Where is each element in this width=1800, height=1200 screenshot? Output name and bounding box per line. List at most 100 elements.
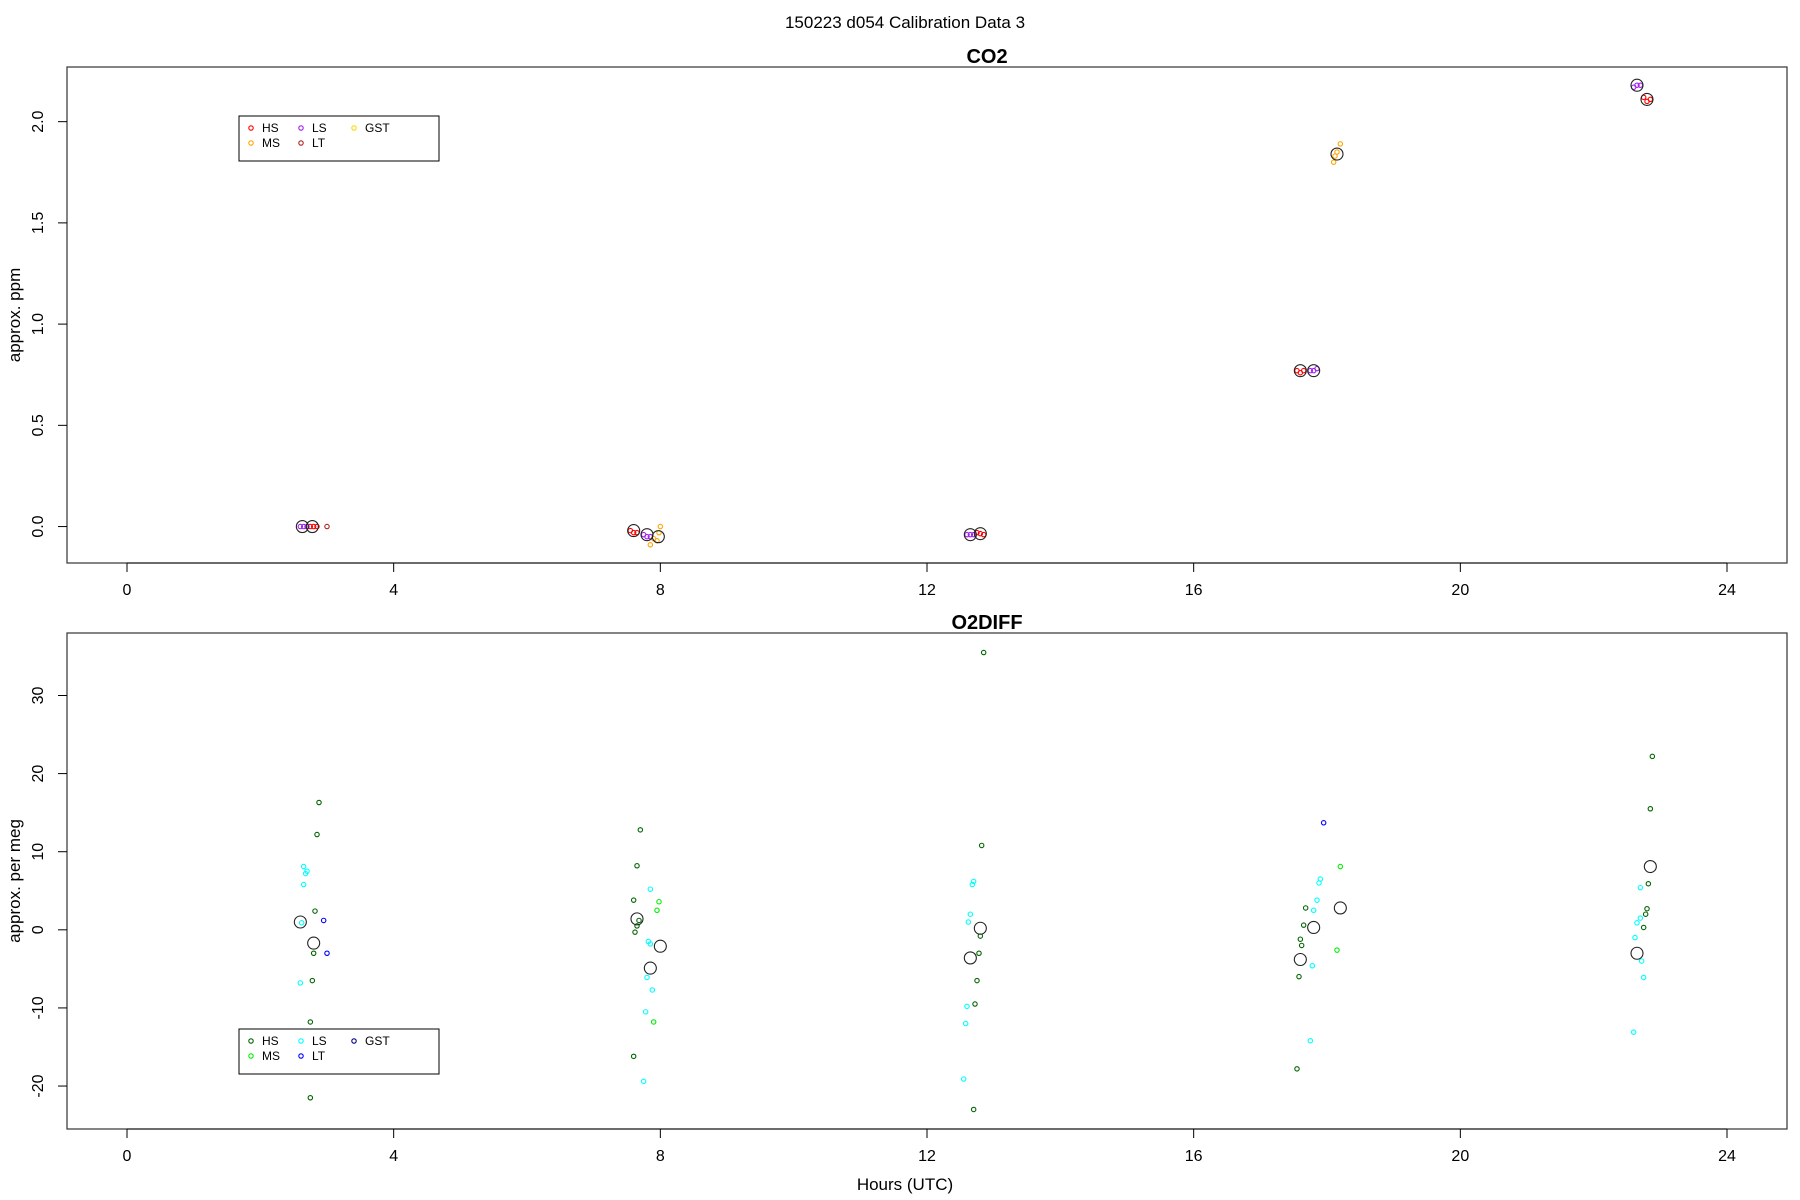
data-point	[642, 1009, 649, 1015]
x-axis: 0 4 8 12 16 20 24	[123, 1128, 1736, 1165]
data-point	[962, 1020, 969, 1027]
data-point	[297, 523, 304, 530]
data-point	[300, 881, 307, 888]
legend-label-lt: LT	[312, 136, 326, 150]
panel-co2: CO2 0 4 8 12 16 20 24 0.0 0.5 1.0 1.5 2.0 approx. ppm…	[5, 46, 1788, 599]
data-point	[1334, 947, 1340, 953]
data-point	[970, 878, 977, 885]
legend-label-ms: MS	[262, 1049, 280, 1063]
data-point	[634, 863, 640, 869]
data-point	[310, 523, 317, 530]
data-point	[974, 977, 980, 984]
x-tick-label: 16	[1185, 582, 1203, 599]
x-tick-label: 16	[1185, 1148, 1203, 1165]
data-point	[1337, 141, 1344, 147]
data-point	[647, 886, 654, 892]
mean-marker	[973, 921, 987, 935]
data-point	[1297, 936, 1304, 942]
data-point	[307, 1095, 314, 1101]
data-point	[316, 799, 322, 806]
legend-label-ls: LS	[312, 1034, 327, 1048]
data-point	[970, 1106, 977, 1113]
data-point	[309, 977, 316, 984]
series-lt	[324, 523, 330, 530]
y-axis: -20 -10 0 10 20 30	[30, 686, 67, 1098]
data-point	[1637, 884, 1644, 891]
mean-marker	[1630, 946, 1644, 960]
y-tick-label: 1.5	[30, 212, 47, 234]
data-point	[964, 1003, 970, 1010]
mean-marker	[307, 936, 321, 950]
data-point	[1640, 974, 1647, 981]
data-point	[656, 898, 662, 905]
data-point	[298, 920, 305, 926]
data-point	[978, 842, 985, 849]
legend-label-hs: HS	[262, 121, 279, 135]
data-point	[980, 649, 987, 656]
mean-marker	[651, 530, 665, 544]
data-point	[969, 881, 976, 888]
x-tick-label: 0	[123, 582, 132, 599]
legend-marker-ls	[298, 125, 304, 131]
legend-marker-hs	[248, 1038, 254, 1044]
data-point	[1298, 942, 1305, 949]
data-point	[1634, 920, 1640, 926]
mean-markers	[293, 859, 1657, 975]
x-tick-label: 4	[389, 582, 398, 599]
x-axis: 0 4 8 12 16 20 24	[123, 562, 1736, 599]
y-tick-label: 10	[30, 843, 47, 861]
data-point	[1320, 820, 1327, 826]
x-tick-label: 12	[918, 582, 936, 599]
data-point	[304, 868, 310, 874]
legend-marker-gst	[351, 125, 357, 131]
mean-marker	[1307, 920, 1321, 935]
mean-marker	[630, 912, 644, 926]
data-point	[300, 863, 307, 870]
data-point	[324, 523, 330, 530]
y-tick-label: 30	[30, 686, 47, 704]
data-point	[1640, 924, 1647, 931]
x-tick-label: 24	[1718, 1148, 1736, 1165]
data-point	[1302, 905, 1309, 911]
mean-marker	[963, 528, 977, 542]
legend-label-gst: GST	[365, 1034, 390, 1048]
data-point	[1649, 753, 1656, 760]
y-tick-label: 2.0	[30, 110, 47, 132]
y-tick-label: 0.0	[30, 515, 47, 537]
mean-marker	[1293, 952, 1307, 967]
mean-marker	[1307, 364, 1321, 378]
mean-marker	[653, 939, 667, 953]
legend-box	[238, 115, 440, 162]
data-point	[310, 950, 317, 957]
data-point	[645, 938, 652, 945]
data-point	[307, 1019, 314, 1025]
mean-marker	[295, 520, 309, 534]
data-point	[640, 1078, 647, 1085]
y-tick-label: -20	[30, 1074, 47, 1097]
data-point	[1645, 880, 1652, 887]
data-point	[630, 529, 637, 536]
x-tick-label: 8	[656, 1148, 665, 1165]
data-point	[312, 908, 318, 914]
legend-marker-lt	[298, 1053, 304, 1059]
y-tick-label: 1.0	[30, 313, 47, 335]
x-tick-label: 12	[918, 1148, 936, 1165]
legend-box	[238, 1028, 440, 1075]
legend-label-hs: HS	[262, 1034, 279, 1048]
y-axis-label: approx. per meg	[5, 819, 24, 943]
mean-marker	[1330, 147, 1344, 161]
legend-marker-ls	[298, 1038, 304, 1044]
panel-title: O2DIFF	[951, 612, 1022, 634]
data-point	[960, 1076, 967, 1082]
mean-marker	[1630, 78, 1644, 92]
x-tick-label: 20	[1451, 582, 1469, 599]
data-point	[1300, 922, 1307, 928]
data-point	[314, 831, 320, 838]
panel-title: CO2	[966, 46, 1007, 68]
mean-marker	[973, 527, 987, 541]
data-point	[632, 929, 638, 935]
data-point	[1307, 1037, 1314, 1044]
